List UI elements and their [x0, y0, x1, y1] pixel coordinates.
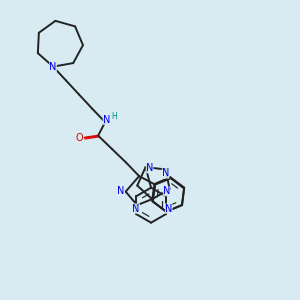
Text: N: N [117, 186, 125, 196]
Text: N: N [50, 61, 57, 72]
Text: N: N [163, 186, 170, 196]
Text: N: N [103, 115, 110, 124]
Text: N: N [132, 204, 140, 214]
Text: N: N [162, 168, 169, 178]
Text: N: N [146, 163, 153, 173]
Text: O: O [75, 133, 83, 142]
Text: H: H [111, 112, 116, 121]
Text: N: N [165, 204, 172, 214]
